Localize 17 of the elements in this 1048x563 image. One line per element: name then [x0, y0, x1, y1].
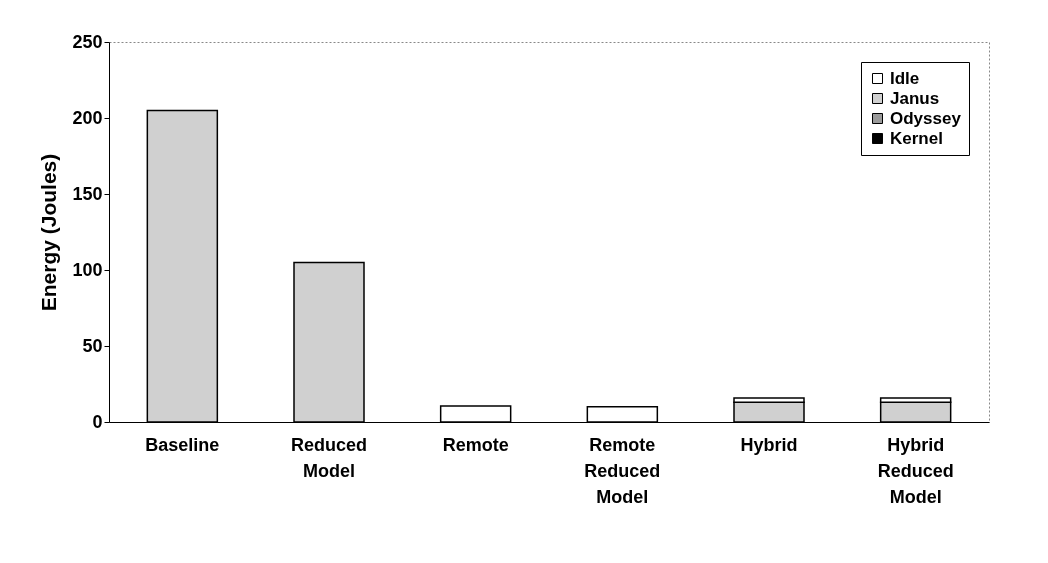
legend-label: Janus: [890, 88, 940, 108]
x-tick-label: Remote Reduced Model: [584, 434, 661, 507]
legend-label: Odyssey: [890, 108, 962, 128]
y-tick-label: 150: [72, 183, 103, 204]
y-tick-label: 200: [72, 107, 103, 128]
y-tick-label: 100: [72, 259, 103, 280]
y-tick-label: 50: [82, 335, 103, 356]
x-tick-label: Remote: [442, 434, 509, 455]
x-tick-label: Baseline: [145, 434, 220, 455]
legend-label: Idle: [890, 68, 920, 88]
y-tick-label: 250: [72, 31, 103, 52]
legend-label: Kernel: [890, 128, 943, 148]
x-tick-label: Reduced Model: [290, 434, 368, 481]
x-tick-label: Hybrid: [740, 434, 798, 455]
x-tick-label: Hybrid Reduced Model: [877, 434, 954, 507]
y-tick-label: 0: [92, 411, 103, 432]
y-axis-title: Energy (Joules): [37, 153, 61, 312]
